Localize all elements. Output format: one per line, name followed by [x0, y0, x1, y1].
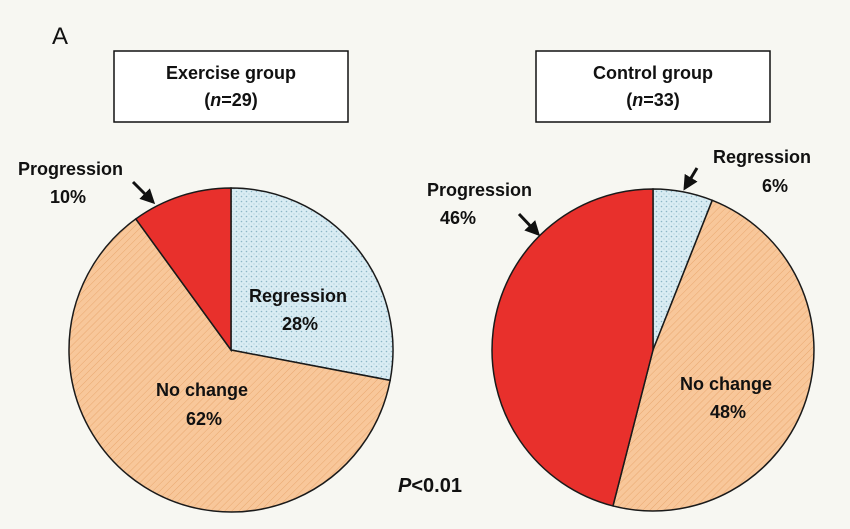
exercise-progression-label: Progression — [18, 159, 123, 179]
p-value-symbol: P — [398, 475, 412, 497]
p-value-text: <0.01 — [411, 475, 462, 497]
control-title-line1: Control group — [593, 63, 713, 83]
panel-label: A — [52, 23, 68, 50]
exercise-n-symbol: n — [210, 90, 221, 110]
control-regression-arrow — [683, 167, 699, 191]
control-nochange-label: No change — [680, 374, 772, 394]
exercise-n-value: =29 — [221, 90, 252, 110]
pie-slice-no-change — [68, 217, 392, 513]
control-nochange-value: 48% — [710, 402, 746, 422]
pie-slice-no-change — [612, 199, 815, 512]
control-pie — [491, 188, 815, 512]
exercise-progression-value: 10% — [50, 187, 86, 207]
exercise-regression-value: 28% — [282, 314, 318, 334]
pie-slice-regression — [230, 187, 394, 382]
control-regression-label: Regression — [713, 147, 811, 167]
control-regression-value: 6% — [762, 176, 788, 196]
control-n-value: =33 — [643, 90, 674, 110]
control-title-box — [535, 50, 771, 123]
control-progression-arrow — [517, 212, 541, 237]
p-value: P<0.01 — [398, 475, 462, 497]
exercise-title-line1: Exercise group — [166, 63, 296, 83]
exercise-title-box — [113, 50, 349, 123]
exercise-nochange-label: No change — [156, 380, 248, 400]
exercise-progression-arrow — [131, 180, 156, 205]
control-title-line2: (n=33) — [626, 90, 680, 110]
exercise-regression-label: Regression — [249, 286, 347, 306]
pie-slice-progression — [134, 187, 232, 353]
exercise-pie — [68, 187, 394, 513]
control-n-symbol: n — [632, 90, 643, 110]
control-progression-label: Progression — [427, 180, 532, 200]
pie-slice-progression — [491, 188, 654, 507]
control-progression-value: 46% — [440, 208, 476, 228]
exercise-nochange-value: 62% — [186, 409, 222, 429]
control-group-chart: Control group (n=33) Regression 6% Progr… — [427, 50, 815, 512]
exercise-group-chart: Exercise group (n=29) Progression 10% Re… — [18, 50, 394, 513]
exercise-title-line2: (n=29) — [204, 90, 258, 110]
